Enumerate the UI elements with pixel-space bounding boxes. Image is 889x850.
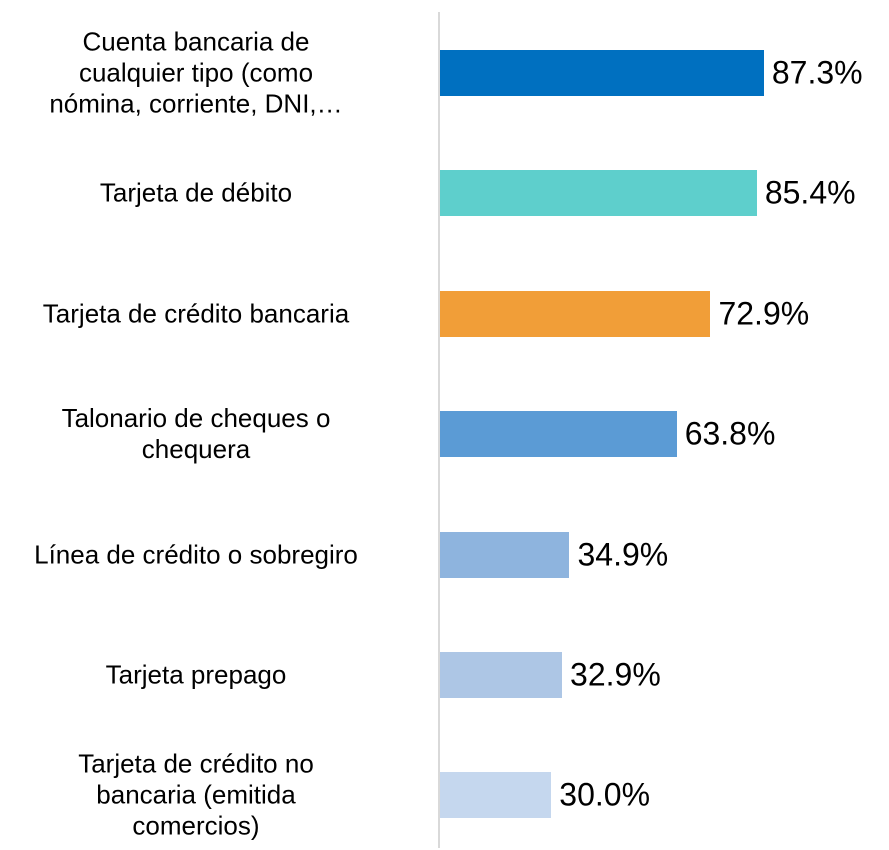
category-label: Tarjeta de débito — [99, 177, 293, 208]
data-label: 34.9% — [577, 536, 669, 573]
category-label: Cuenta bancaria de cualquier tipo (como … — [49, 26, 343, 119]
data-label: 63.8% — [684, 415, 776, 452]
bar — [440, 290, 711, 337]
bar — [440, 50, 764, 96]
category-label: Talonario de cheques o chequera — [61, 403, 331, 465]
data-label: 72.9% — [718, 295, 810, 332]
data-label: 87.3% — [771, 54, 863, 91]
data-label: 32.9% — [570, 656, 661, 693]
category-label: Tarjeta de crédito bancaria — [42, 298, 350, 329]
data-label: 30.0% — [559, 776, 651, 813]
category-label: Tarjeta prepago — [105, 659, 287, 690]
data-label: 85.4% — [764, 174, 856, 211]
bar — [440, 652, 563, 698]
bar — [440, 170, 757, 217]
bar — [440, 772, 552, 819]
bar — [440, 411, 677, 458]
category-label: Línea de crédito o sobregiro — [34, 539, 358, 570]
bar — [440, 531, 570, 578]
category-label: Tarjeta de crédito no bancaria (emitida … — [78, 748, 314, 841]
axis-line — [438, 12, 440, 848]
